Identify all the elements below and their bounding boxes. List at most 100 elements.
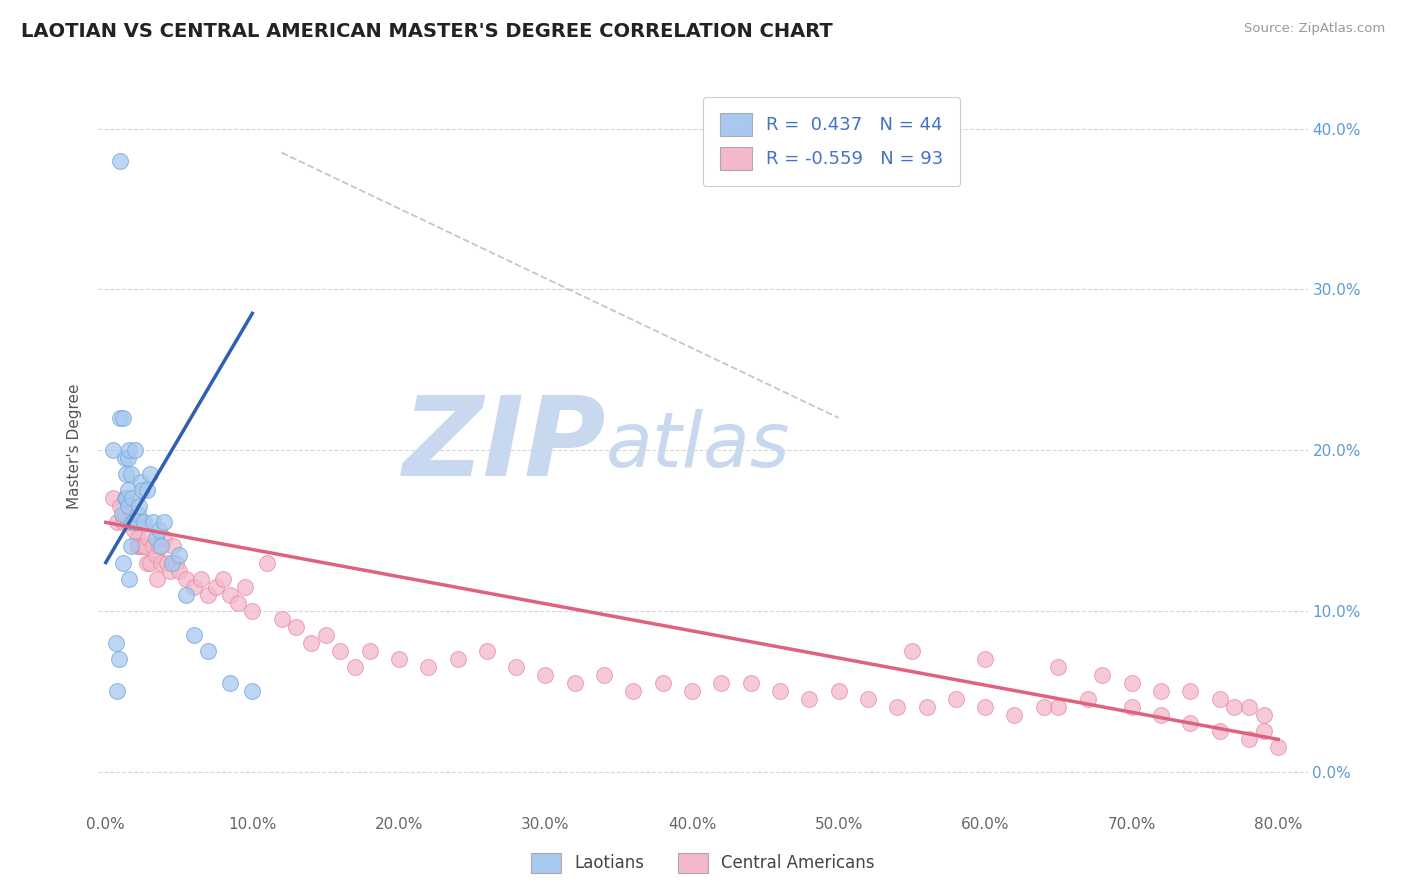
Point — [1180, 716, 1202, 731]
Point — [505, 660, 527, 674]
Point — [564, 676, 586, 690]
Point — [315, 628, 337, 642]
Point — [121, 491, 143, 506]
Point — [915, 700, 938, 714]
Point — [132, 540, 155, 554]
Point — [107, 684, 129, 698]
Point — [125, 540, 148, 554]
Point — [120, 540, 142, 554]
Point — [129, 475, 152, 490]
Point — [148, 524, 170, 538]
Point — [219, 676, 242, 690]
Point — [270, 612, 292, 626]
Point — [1180, 684, 1202, 698]
Point — [974, 652, 997, 666]
Point — [740, 676, 762, 690]
Point — [111, 508, 134, 522]
Point — [901, 644, 924, 658]
Point — [114, 451, 136, 466]
Point — [160, 556, 183, 570]
Point — [359, 644, 381, 658]
Point — [138, 467, 160, 482]
Point — [827, 684, 849, 698]
Point — [1208, 692, 1230, 706]
Point — [197, 644, 219, 658]
Text: ZIP: ZIP — [402, 392, 606, 500]
Point — [212, 572, 235, 586]
Point — [118, 500, 141, 514]
Point — [1121, 676, 1143, 690]
Point — [129, 540, 152, 554]
Point — [226, 596, 249, 610]
Point — [132, 516, 155, 530]
Point — [122, 524, 145, 538]
Point — [190, 572, 212, 586]
Point — [114, 508, 136, 522]
Point — [138, 556, 160, 570]
Point — [134, 540, 156, 554]
Point — [1208, 724, 1230, 739]
Point — [233, 580, 256, 594]
Point — [136, 532, 159, 546]
Point — [115, 491, 138, 506]
Point — [299, 636, 322, 650]
Point — [114, 491, 136, 506]
Point — [120, 467, 142, 482]
Point — [1004, 708, 1026, 723]
Point — [135, 556, 157, 570]
Point — [183, 580, 205, 594]
Point — [101, 491, 124, 506]
Point — [128, 500, 150, 514]
Legend: Laotians, Central Americans: Laotians, Central Americans — [524, 847, 882, 880]
Point — [117, 483, 139, 498]
Text: LAOTIAN VS CENTRAL AMERICAN MASTER'S DEGREE CORRELATION CHART: LAOTIAN VS CENTRAL AMERICAN MASTER'S DEG… — [21, 22, 832, 41]
Point — [475, 644, 498, 658]
Point — [1091, 668, 1114, 682]
Point — [118, 443, 141, 458]
Point — [128, 540, 150, 554]
Point — [127, 532, 149, 546]
Y-axis label: Master's Degree: Master's Degree — [67, 384, 83, 508]
Point — [183, 628, 205, 642]
Point — [122, 516, 145, 530]
Point — [651, 676, 673, 690]
Point — [856, 692, 879, 706]
Point — [204, 580, 226, 594]
Point — [162, 540, 184, 554]
Point — [153, 532, 176, 546]
Point — [1047, 700, 1070, 714]
Point — [118, 572, 141, 586]
Point — [1267, 740, 1289, 755]
Point — [124, 516, 146, 530]
Point — [148, 540, 170, 554]
Point — [131, 483, 153, 498]
Point — [121, 516, 143, 530]
Point — [534, 668, 557, 682]
Point — [974, 700, 997, 714]
Point — [621, 684, 644, 698]
Point — [108, 652, 131, 666]
Point — [120, 508, 142, 522]
Point — [117, 500, 139, 514]
Point — [112, 516, 135, 530]
Point — [388, 652, 411, 666]
Point — [124, 443, 146, 458]
Point — [131, 516, 153, 530]
Point — [176, 588, 198, 602]
Point — [285, 620, 308, 634]
Point — [117, 516, 139, 530]
Point — [799, 692, 821, 706]
Point — [153, 516, 176, 530]
Point — [945, 692, 967, 706]
Point — [1047, 660, 1070, 674]
Point — [710, 676, 733, 690]
Point — [112, 410, 135, 425]
Point — [167, 564, 190, 578]
Point — [145, 532, 167, 546]
Point — [418, 660, 440, 674]
Point — [107, 516, 129, 530]
Point — [110, 500, 132, 514]
Point — [121, 516, 143, 530]
Point — [112, 556, 135, 570]
Point — [593, 668, 616, 682]
